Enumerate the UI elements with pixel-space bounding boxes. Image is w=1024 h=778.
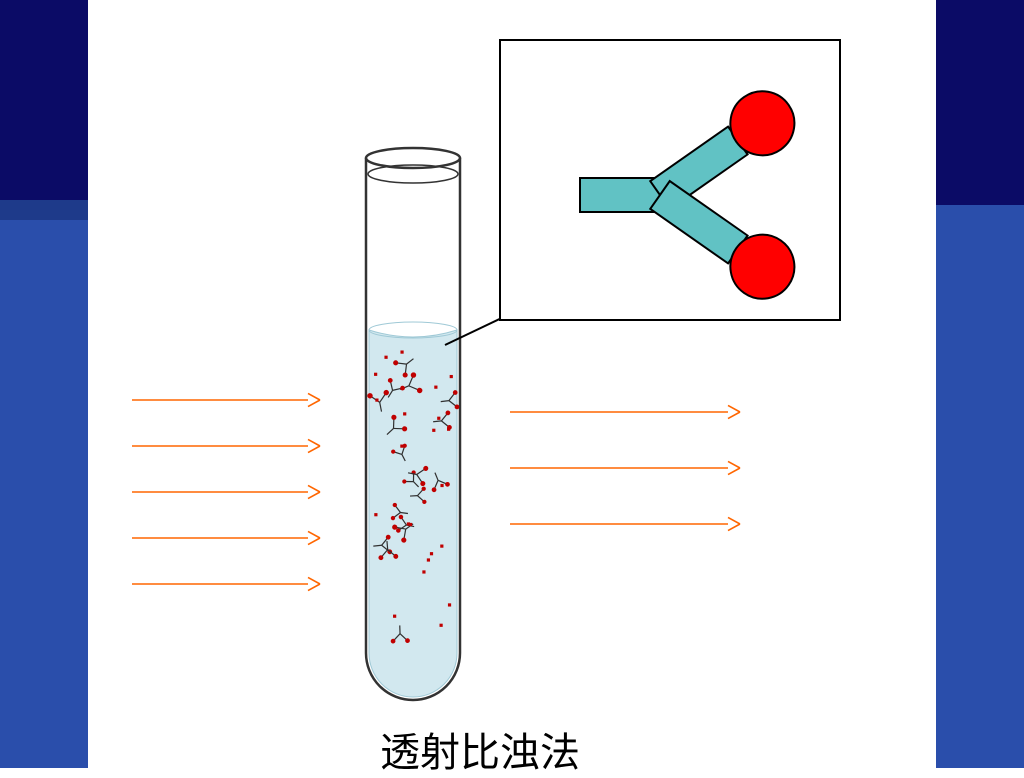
turbidimetry-diagram	[0, 0, 1024, 768]
diagram-caption: 透射比浊法	[380, 720, 580, 778]
